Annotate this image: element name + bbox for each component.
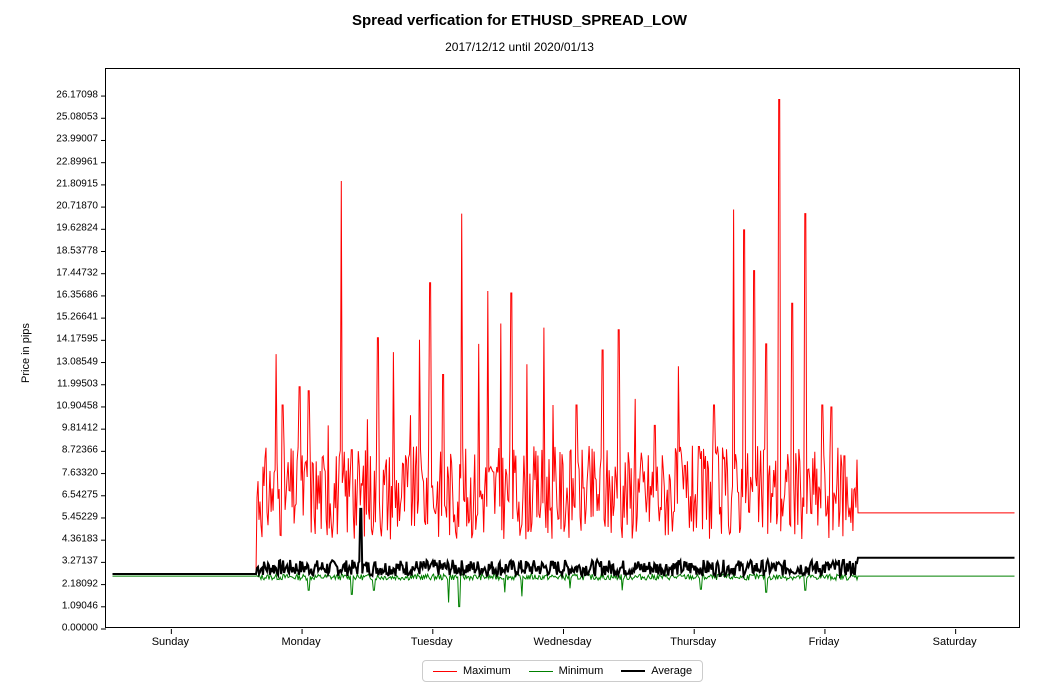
y-tick-label: 20.71870 — [35, 201, 98, 212]
legend-label: Average — [651, 665, 692, 677]
x-tick-label: Wednesday — [534, 636, 592, 648]
x-tick-label: Monday — [281, 636, 320, 648]
y-tick-label: 23.99007 — [35, 134, 98, 145]
legend-label: Minimum — [559, 665, 604, 677]
y-tick-label: 8.72366 — [35, 445, 98, 456]
y-tick-label: 21.80915 — [35, 178, 98, 189]
legend-item: Maximum — [433, 665, 511, 677]
x-tick-label: Thursday — [670, 636, 716, 648]
x-tick-label: Tuesday — [411, 636, 453, 648]
legend-item: Minimum — [529, 665, 604, 677]
y-tick-label: 3.27137 — [35, 556, 98, 567]
y-tick-label: 2.18092 — [35, 578, 98, 589]
legend: Maximum Minimum Average — [422, 660, 703, 682]
chart-container: Spread verfication for ETHUSD_SPREAD_LOW… — [0, 0, 1039, 700]
x-tick-label: Saturday — [933, 636, 977, 648]
y-tick-label: 11.99503 — [35, 378, 98, 389]
y-tick-label: 0.00000 — [35, 623, 98, 634]
y-tick-label: 26.17098 — [35, 90, 98, 101]
y-tick-label: 18.53778 — [35, 245, 98, 256]
x-tick-label: Sunday — [152, 636, 189, 648]
y-tick-label: 14.17595 — [35, 334, 98, 345]
legend-swatch — [433, 671, 457, 672]
y-tick-label: 16.35686 — [35, 289, 98, 300]
y-tick-label: 9.81412 — [35, 423, 98, 434]
y-tick-label: 1.09046 — [35, 600, 98, 611]
y-tick-label: 13.08549 — [35, 356, 98, 367]
plot-area — [105, 68, 1020, 628]
series-maximum — [113, 100, 1015, 575]
chart-svg — [106, 69, 1021, 629]
y-tick-label: 4.36183 — [35, 534, 98, 545]
y-tick-label: 5.45229 — [35, 511, 98, 522]
legend-label: Maximum — [463, 665, 511, 677]
legend-item: Average — [621, 665, 692, 677]
y-tick-label: 7.63320 — [35, 467, 98, 478]
x-tick-label: Friday — [809, 636, 840, 648]
chart-title: Spread verfication for ETHUSD_SPREAD_LOW — [0, 12, 1039, 29]
y-axis-label: Price in pips — [20, 323, 32, 383]
series-minimum — [113, 574, 1015, 607]
y-tick-label: 25.08053 — [35, 112, 98, 123]
y-tick-label: 19.62824 — [35, 223, 98, 234]
chart-subtitle: 2017/12/12 until 2020/01/13 — [0, 40, 1039, 54]
y-tick-label: 22.89961 — [35, 156, 98, 167]
legend-swatch — [529, 671, 553, 672]
y-tick-label: 17.44732 — [35, 267, 98, 278]
y-tick-label: 15.26641 — [35, 312, 98, 323]
legend-swatch — [621, 670, 645, 672]
y-tick-label: 6.54275 — [35, 489, 98, 500]
y-tick-label: 10.90458 — [35, 400, 98, 411]
